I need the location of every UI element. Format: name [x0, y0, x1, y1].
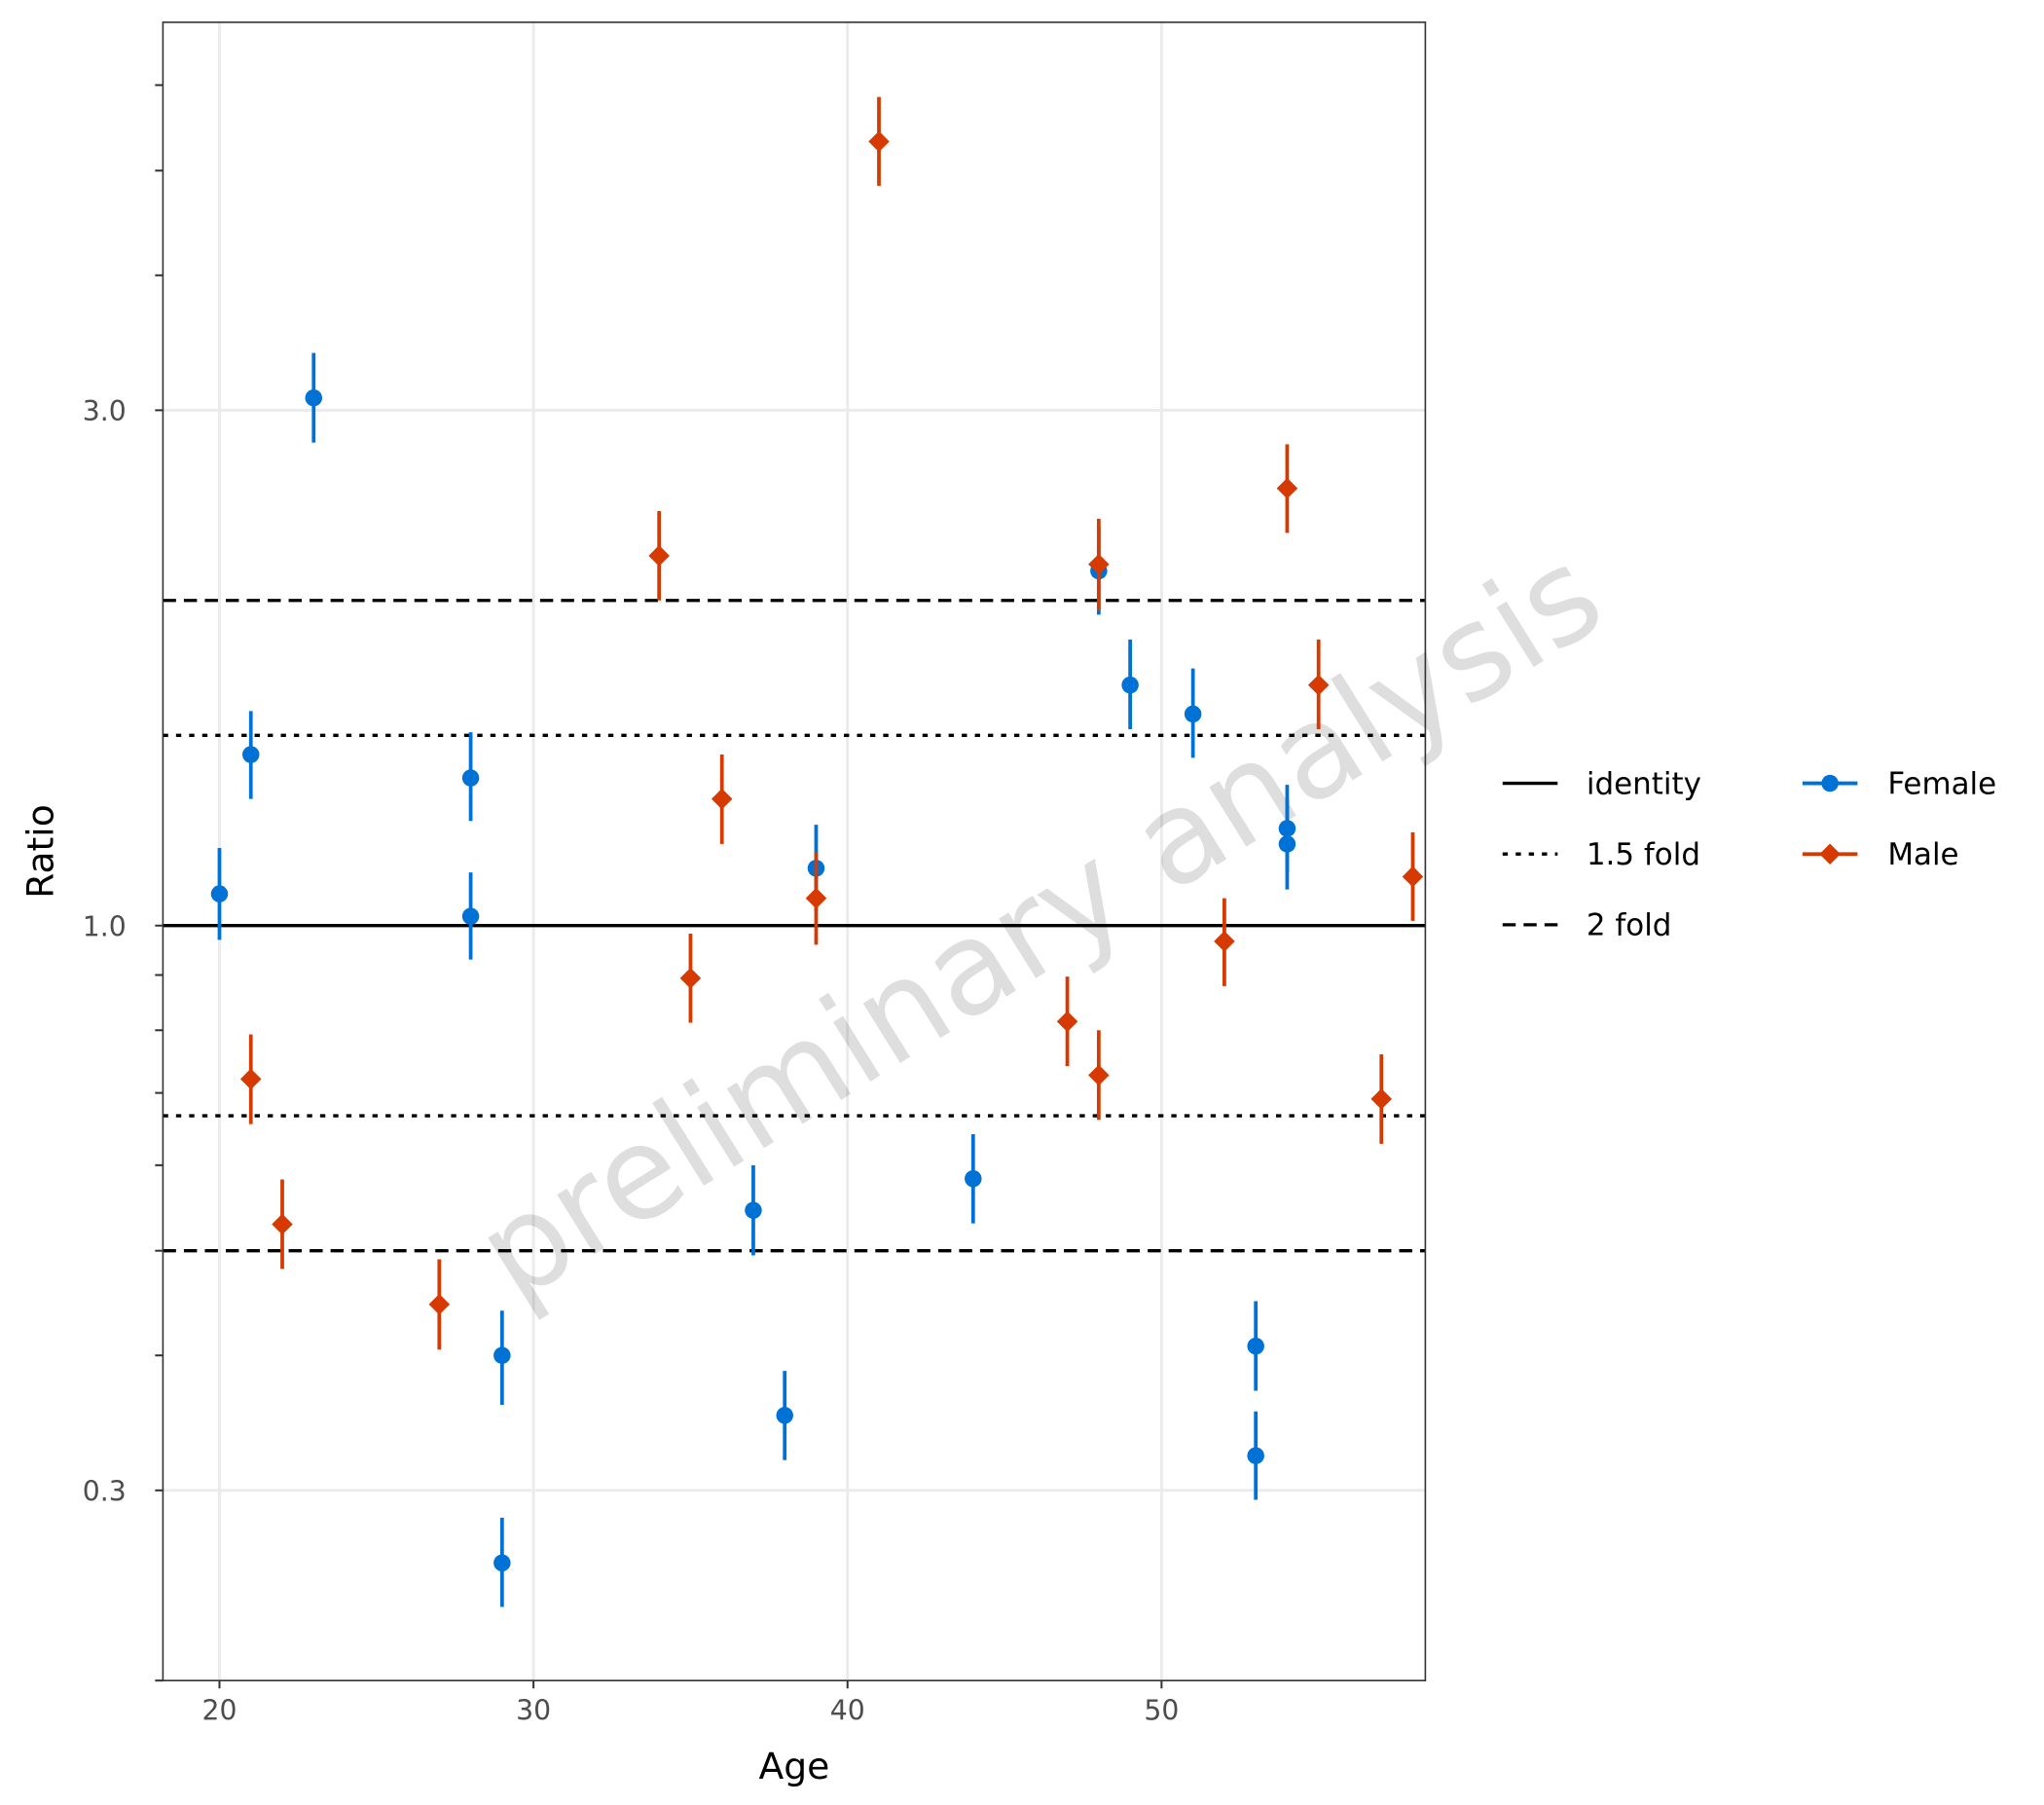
y-axis-title: Ratio — [18, 804, 61, 899]
female-point — [461, 732, 480, 822]
male-point — [1088, 1030, 1110, 1121]
x-tick-label: 50 — [1144, 1695, 1179, 1727]
male-point — [868, 96, 890, 186]
male-point — [1370, 1053, 1392, 1144]
female-point — [1247, 1411, 1264, 1500]
male-point — [805, 852, 827, 945]
diamond-marker — [711, 788, 733, 810]
diamond-marker — [428, 1293, 451, 1315]
circle-marker — [1184, 705, 1202, 723]
male-point — [1056, 976, 1078, 1067]
legend-label: 2 fold — [1587, 908, 1672, 943]
circle-marker — [1121, 676, 1139, 694]
female-point — [493, 1517, 511, 1607]
female-point — [745, 1164, 762, 1256]
circle-marker — [776, 1407, 793, 1424]
reference-lines — [163, 599, 1426, 1253]
male-point — [1214, 898, 1235, 986]
male-point — [1088, 518, 1110, 610]
diamond-marker — [1370, 1088, 1392, 1110]
circle-marker — [210, 885, 229, 902]
female-point — [305, 352, 323, 443]
male-point — [648, 510, 670, 601]
axes: 20 30 40 50 0.3 1.0 3.0 — [83, 84, 1179, 1727]
legend-circle-marker — [1821, 774, 1839, 792]
female-point — [210, 847, 229, 940]
male-point — [1402, 831, 1424, 921]
circle-marker — [493, 1554, 511, 1572]
circle-marker — [965, 1169, 982, 1188]
legend-diamond-marker — [1819, 843, 1841, 865]
y-tick-label: 0.3 — [83, 1476, 127, 1508]
male-point — [1276, 444, 1298, 534]
female-point — [241, 711, 260, 799]
x-tick-label: 40 — [830, 1695, 865, 1727]
data-points — [210, 96, 1424, 1607]
y-tick-label: 3.0 — [83, 395, 127, 427]
diamond-marker — [1276, 477, 1298, 499]
circle-marker — [1247, 1337, 1264, 1355]
x-tick-label: 30 — [516, 1695, 551, 1727]
female-point — [1184, 668, 1202, 758]
diamond-marker — [868, 130, 890, 153]
circle-marker — [1278, 835, 1296, 853]
legend: identity 1.5 fold 2 fold Female Male — [1502, 766, 1996, 943]
male-point — [679, 933, 702, 1023]
male-point — [428, 1259, 451, 1350]
y-tick-label: 1.0 — [83, 910, 127, 942]
female-point — [1247, 1301, 1264, 1391]
male-point — [272, 1179, 293, 1270]
plot-panel-border — [162, 21, 1427, 1681]
female-point — [1121, 639, 1139, 729]
female-point — [461, 872, 480, 960]
diamond-marker — [1088, 553, 1110, 575]
diamond-marker — [1307, 674, 1330, 696]
circle-marker — [745, 1201, 762, 1219]
female-point — [776, 1371, 793, 1460]
circle-marker — [305, 388, 323, 407]
male-point — [1307, 639, 1330, 729]
x-axis-title: Age — [758, 1745, 829, 1787]
legend-label: 1.5 fold — [1587, 837, 1700, 872]
circle-marker — [461, 907, 480, 925]
female-point — [965, 1134, 982, 1224]
circle-marker — [241, 746, 260, 763]
diamond-marker — [239, 1068, 262, 1090]
diamond-marker — [272, 1213, 293, 1235]
female-point — [1278, 798, 1296, 890]
diamond-marker — [805, 887, 827, 909]
diamond-marker — [1056, 1011, 1078, 1033]
female-point — [493, 1310, 511, 1405]
x-tick-label: 20 — [201, 1695, 237, 1727]
diamond-marker — [648, 545, 670, 567]
circle-marker — [1247, 1447, 1264, 1464]
diamond-marker — [1214, 931, 1235, 952]
circle-marker — [493, 1346, 511, 1364]
diamond-marker — [679, 967, 702, 989]
legend-label: identity — [1587, 766, 1701, 801]
diamond-marker — [1402, 866, 1424, 888]
male-point — [239, 1034, 262, 1124]
circle-marker — [461, 769, 480, 787]
male-point — [711, 755, 733, 844]
diamond-marker — [1088, 1064, 1110, 1087]
legend-label: Female — [1887, 766, 1996, 801]
legend-label: Male — [1887, 837, 1958, 872]
